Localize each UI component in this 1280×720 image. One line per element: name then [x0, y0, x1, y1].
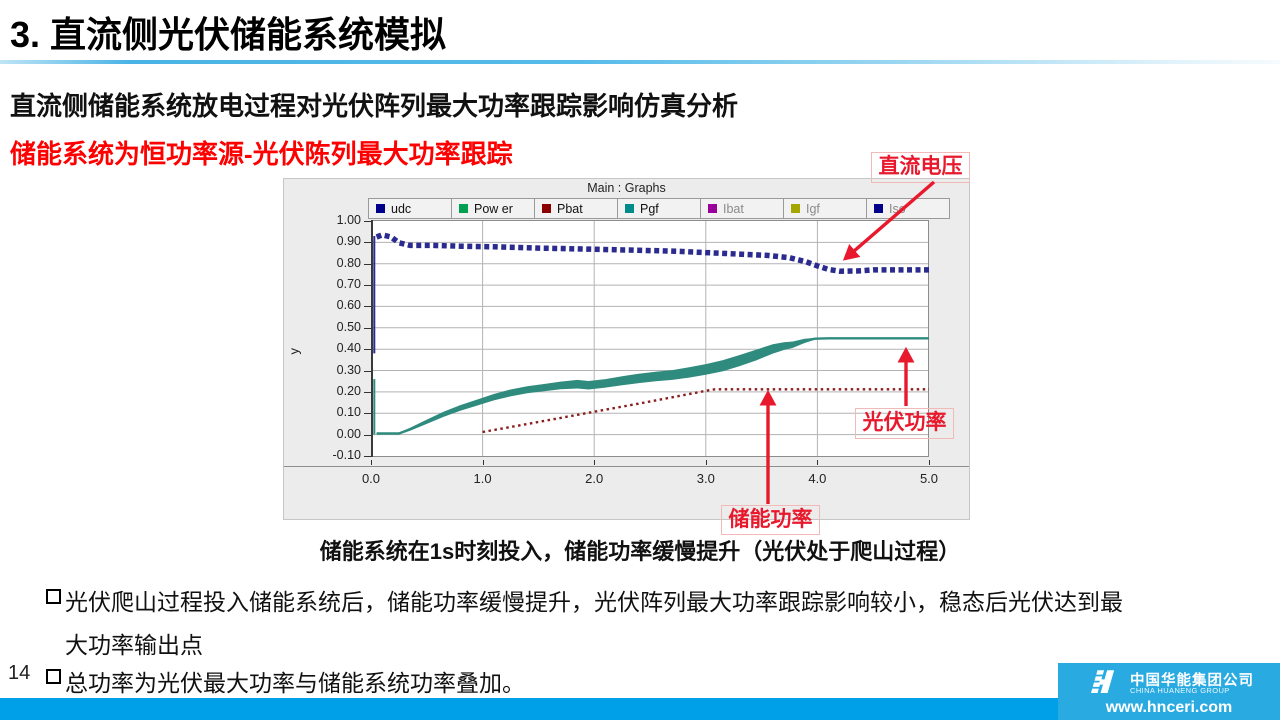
legend-label: Ibat — [723, 201, 744, 216]
footer-bar — [0, 698, 1280, 720]
legend-label: Pgf — [640, 201, 659, 216]
x-tick-label: 5.0 — [919, 471, 939, 486]
x-axis-line — [284, 466, 969, 467]
x-tick-label: 1.0 — [473, 471, 492, 486]
bullet-item-2: 总功率为光伏最大功率与储能系统功率叠加。 — [65, 670, 525, 696]
series-band-Pgf — [376, 337, 930, 435]
legend-label: Pow er — [474, 201, 513, 216]
legend-item-Pgf: Pgf — [617, 198, 701, 219]
y-tick-label: 0.90 — [336, 234, 361, 249]
y-tick — [364, 263, 371, 265]
x-tick — [929, 460, 930, 465]
legend-swatch — [542, 204, 551, 213]
x-tick — [482, 460, 484, 465]
chart-caption: 储能系统在1s时刻投入，储能功率缓慢提升（光伏处于爬山过程） — [319, 539, 961, 564]
y-tick-label: 0.30 — [336, 362, 361, 377]
y-tick — [364, 327, 371, 329]
bullet-square-icon — [46, 669, 61, 684]
legend-label: Igf — [806, 201, 820, 216]
y-tick — [364, 456, 371, 457]
x-tick — [817, 460, 819, 465]
y-tick — [364, 306, 371, 308]
plot-svg — [371, 220, 930, 457]
y-tick-label: 0.60 — [336, 298, 361, 313]
y-tick — [364, 413, 371, 415]
x-tick — [705, 460, 707, 465]
legend-swatch — [376, 204, 385, 213]
y-axis-title: y — [286, 348, 302, 355]
legend-swatch — [791, 204, 800, 213]
y-tick-label: 0.70 — [336, 277, 361, 292]
y-tick — [364, 221, 371, 222]
legend-swatch — [459, 204, 468, 213]
chart-legend: udc Pow er Pbat Pgf Ibat Igf Iso — [368, 198, 950, 219]
series-udc — [375, 232, 929, 274]
y-tick-label: 1.00 — [336, 213, 361, 227]
annotation-dc-voltage: 直流电压 — [871, 152, 970, 183]
chart-panel: Main : Graphs udc Pow er Pbat Pgf Ibat Igf Iso… — [283, 178, 970, 520]
x-tick — [371, 460, 372, 465]
y-tick — [364, 285, 371, 287]
huaneng-logo-icon — [1090, 670, 1115, 693]
y-tick — [364, 434, 371, 436]
y-tick-label: 0.00 — [336, 426, 361, 441]
bullet-square-icon — [46, 589, 61, 604]
x-tick-label: 0.0 — [361, 471, 381, 486]
legend-swatch — [625, 204, 634, 213]
legend-item-Pbat: Pbat — [534, 198, 618, 219]
y-tick-label: 0.20 — [336, 383, 361, 398]
legend-item-Iso: Iso — [866, 198, 950, 219]
x-tick — [594, 460, 596, 465]
subtitle: 直流侧储能系统放电过程对光伏阵列最大功率跟踪影响仿真分析 — [10, 91, 739, 121]
legend-item-Power: Pow er — [451, 198, 535, 219]
page-number: 14 — [8, 662, 31, 684]
legend-item-udc: udc — [368, 198, 452, 219]
x-tick-label: 4.0 — [808, 471, 827, 486]
legend-label: Pbat — [557, 201, 583, 216]
y-tick — [364, 242, 371, 244]
series-Pgf — [376, 337, 929, 435]
legend-label: Iso — [889, 201, 906, 216]
legend-item-Igf: Igf — [783, 198, 867, 219]
title-underline — [0, 60, 1280, 64]
chart-title: Main : Graphs — [587, 181, 666, 195]
annotation-storage-power: 储能功率 — [721, 505, 820, 535]
company-name-cn: 中国华能集团公司 — [1130, 673, 1254, 689]
x-tick-label: 2.0 — [585, 471, 604, 486]
legend-swatch — [874, 204, 883, 213]
y-tick-label: 0.10 — [336, 405, 361, 420]
legend-label: udc — [391, 201, 412, 216]
bullet-item-1: 光伏爬山过程投入储能系统后，储能功率缓慢提升，光伏阵列最大功率跟踪影响较小，稳态… — [65, 589, 1123, 658]
footer-logo-box: 中国华能集团公司 CHINA HUANENG GROUP www.hnceri.… — [1058, 663, 1280, 720]
y-tick-label: -0.10 — [332, 448, 362, 462]
y-tick-label: 0.40 — [336, 341, 361, 356]
website-link[interactable]: www.hnceri.com — [1105, 699, 1233, 716]
y-tick — [364, 391, 371, 393]
company-name-en: CHINA HUANENG GROUP — [1130, 686, 1230, 695]
y-tick-label: 0.80 — [336, 255, 361, 270]
legend-swatch — [708, 204, 717, 213]
y-tick — [364, 349, 371, 351]
plot-area — [371, 220, 930, 457]
highlight-line: 储能系统为恒功率源-光伏陈列最大功率跟踪 — [10, 139, 513, 169]
y-tick-label: 0.50 — [336, 319, 361, 334]
legend-item-Ibat: Ibat — [700, 198, 784, 219]
y-tick — [364, 370, 371, 372]
page-title: 3. 直流侧光伏储能系统模拟 — [10, 14, 447, 55]
x-tick-label: 3.0 — [696, 471, 715, 486]
annotation-pv-power: 光伏功率 — [855, 408, 954, 439]
